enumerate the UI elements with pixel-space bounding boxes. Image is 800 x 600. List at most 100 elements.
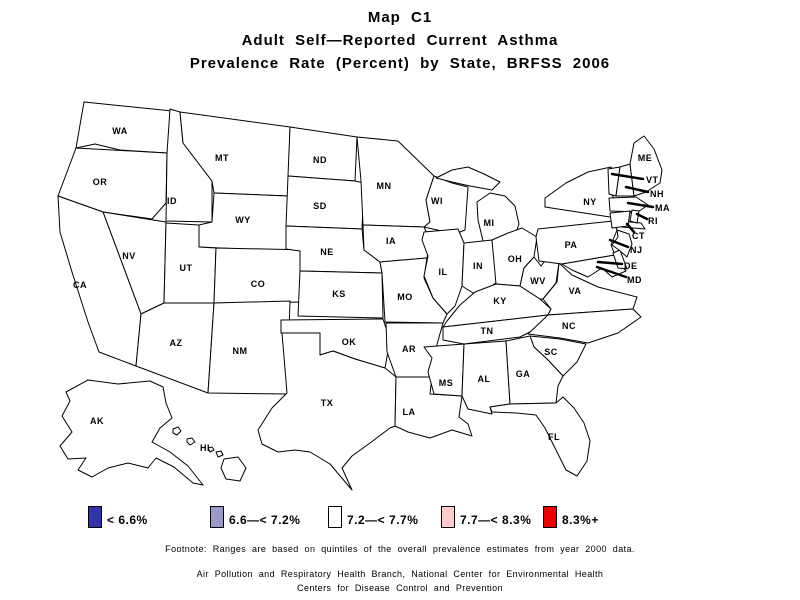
legend-item-q3: 7.2—< 7.7% [328,506,418,528]
state-LA [394,376,473,439]
state-label-PA: PA [565,240,578,250]
state-label-RI: RI [648,216,658,226]
state-label-AR: AR [402,344,416,354]
state-label-KY: KY [493,296,507,306]
state-label-MO: MO [397,292,413,302]
legend-item-q1: < 6.6% [88,506,148,528]
state-FL [489,396,591,477]
legend-swatch-q4 [441,506,455,528]
legend-swatch-q2 [210,506,224,528]
state-label-NE: NE [320,247,334,257]
state-label-IL: IL [439,267,448,277]
legend-item-q5: 8.3%+ [543,506,599,528]
state-label-LA: LA [403,407,416,417]
state-label-AZ: AZ [170,338,183,348]
footnote: Footnote: Ranges are based on quintiles … [165,544,635,554]
leader-line-de [596,260,624,266]
state-label-CO: CO [251,279,266,289]
state-label-TX: TX [321,398,334,408]
state-label-AK: AK [90,416,104,426]
state-label-NM: NM [233,346,248,356]
state-label-MT: MT [215,153,229,163]
attribution-line-1: Air Pollution and Respiratory Health Bra… [196,569,604,579]
state-label-OH: OH [508,254,523,264]
legend: < 6.6% 6.6—< 7.2% 7.2—< 7.7% 7.7—< 8.3% … [0,506,800,532]
leader-line-ma [626,201,655,209]
attribution-line-2: Centers for Disease Control and Preventi… [297,583,503,593]
state-label-ID: ID [167,196,177,206]
state-KS [297,270,384,319]
state-HI [172,426,247,482]
state-label-NV: NV [122,251,136,261]
state-label-MA: MA [655,203,670,213]
state-ND [287,126,358,182]
state-label-OK: OK [342,337,357,347]
legend-swatch-q1 [88,506,102,528]
title-line-3: Prevalence Rate (Percent) by State, BRFS… [189,55,611,72]
state-label-NH: NH [650,189,664,199]
state-IL [421,228,465,315]
leader-line-vt [610,172,645,181]
state-label-GA: GA [516,369,531,379]
legend-swatch-q3 [328,506,342,528]
title-line-1: Map C1 [367,9,433,26]
state-label-CT: CT [632,231,645,241]
state-MN [356,136,435,228]
page-title: Map C1 Adult Self—Reported Current Asthm… [0,6,800,75]
state-label-AL: AL [478,374,491,384]
legend-label-q5: 8.3%+ [562,513,599,527]
legend-label-q4: 7.7—< 8.3% [460,513,532,527]
state-label-WI: WI [431,196,443,206]
state-label-SC: SC [544,347,558,357]
state-label-MN: MN [377,181,392,191]
state-label-WV: WV [530,276,546,286]
state-CO [213,247,311,304]
title-line-2: Adult Self—Reported Current Asthma [241,32,559,49]
state-label-NC: NC [562,321,576,331]
state-label-FL: FL [548,432,560,442]
state-IA [362,224,431,263]
state-AZ [135,302,215,394]
state-label-NY: NY [583,197,597,207]
legend-item-q4: 7.7—< 8.3% [441,506,531,528]
state-label-WY: WY [235,215,251,225]
state-label-TN: TN [481,326,494,336]
leader-line-md [595,265,628,279]
state-label-DE: DE [624,261,638,271]
leader-line-ct [625,222,636,234]
state-label-VT: VT [646,175,659,185]
state-label-NJ: NJ [630,245,643,255]
state-CA [57,195,142,367]
state-label-MI: MI [484,218,495,228]
state-TX [257,332,397,491]
state-ME [629,135,663,197]
state-label-VA: VA [569,286,582,296]
state-MA [608,196,649,213]
legend-label-q1: < 6.6% [107,513,148,527]
legend-label-q2: 6.6—< 7.2% [229,513,301,527]
state-VA [542,262,638,316]
state-label-HI: HI [200,443,210,453]
state-NM [207,300,291,395]
state-label-CA: CA [73,280,87,290]
leader-line-nh [624,185,650,194]
state-RI [629,209,640,224]
state-label-WA: WA [112,126,128,136]
state-label-ND: ND [313,155,327,165]
state-label-OR: OR [93,177,108,187]
state-label-ME: ME [638,153,653,163]
state-label-SD: SD [313,201,327,211]
legend-item-q2: 6.6—< 7.2% [210,506,300,528]
state-AK [59,379,204,486]
state-label-IA: IA [386,236,396,246]
state-label-IN: IN [473,261,483,271]
state-label-UT: UT [180,263,193,273]
state-label-KS: KS [332,289,346,299]
leader-line-ri [635,212,649,221]
state-label-MD: MD [627,275,642,285]
legend-swatch-q5 [543,506,557,528]
leader-line-nj [608,238,630,249]
state-NC [527,308,642,344]
